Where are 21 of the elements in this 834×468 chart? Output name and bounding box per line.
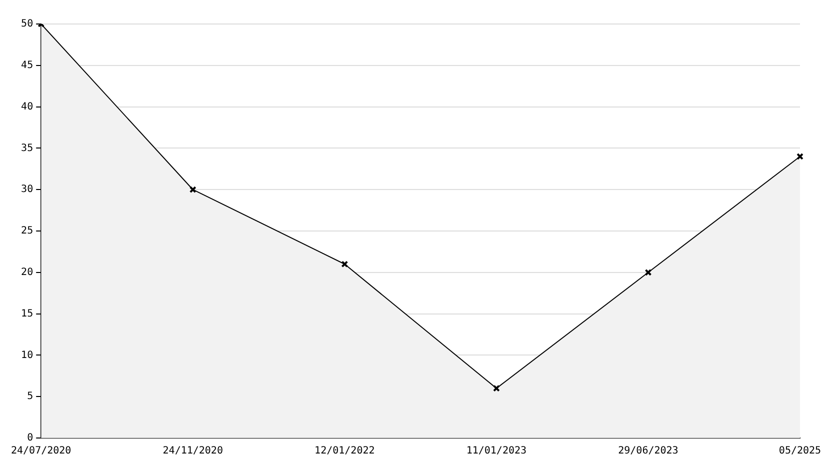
y-tick-label: 45 — [21, 60, 34, 71]
x-tick-label: 12/01/2022 — [314, 446, 375, 457]
point — [492, 384, 500, 392]
point — [341, 260, 348, 268]
y-tick-label: 25 — [21, 226, 34, 237]
y-tick-label: 30 — [21, 184, 34, 196]
y-tick-label: 15 — [21, 308, 34, 320]
point — [644, 268, 652, 276]
x-tick-label: 24/11/2020 — [162, 446, 223, 457]
y-tick-label: 20 — [21, 266, 34, 278]
y-tick-label: 35 — [21, 142, 34, 154]
x-tick-label: 29/06/2023 — [618, 446, 678, 457]
y-tick-label: 5 — [27, 391, 34, 402]
x-tick-label: 05/2025 — [778, 446, 822, 457]
point — [189, 186, 196, 194]
y-tick-label: 10 — [21, 350, 34, 361]
x-tick-label: 24/07/2020 — [10, 446, 72, 457]
y-tick-label: 0 — [27, 432, 34, 444]
y-tick-label: 50 — [21, 18, 34, 30]
x-tick-label: 11/01/2023 — [466, 446, 527, 457]
y-tick-label: 40 — [21, 101, 34, 112]
